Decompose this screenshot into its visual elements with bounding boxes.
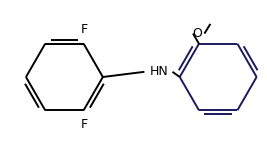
Text: HN: HN: [150, 65, 168, 78]
Text: O: O: [192, 27, 202, 40]
Text: F: F: [81, 23, 88, 36]
Text: F: F: [81, 118, 88, 131]
